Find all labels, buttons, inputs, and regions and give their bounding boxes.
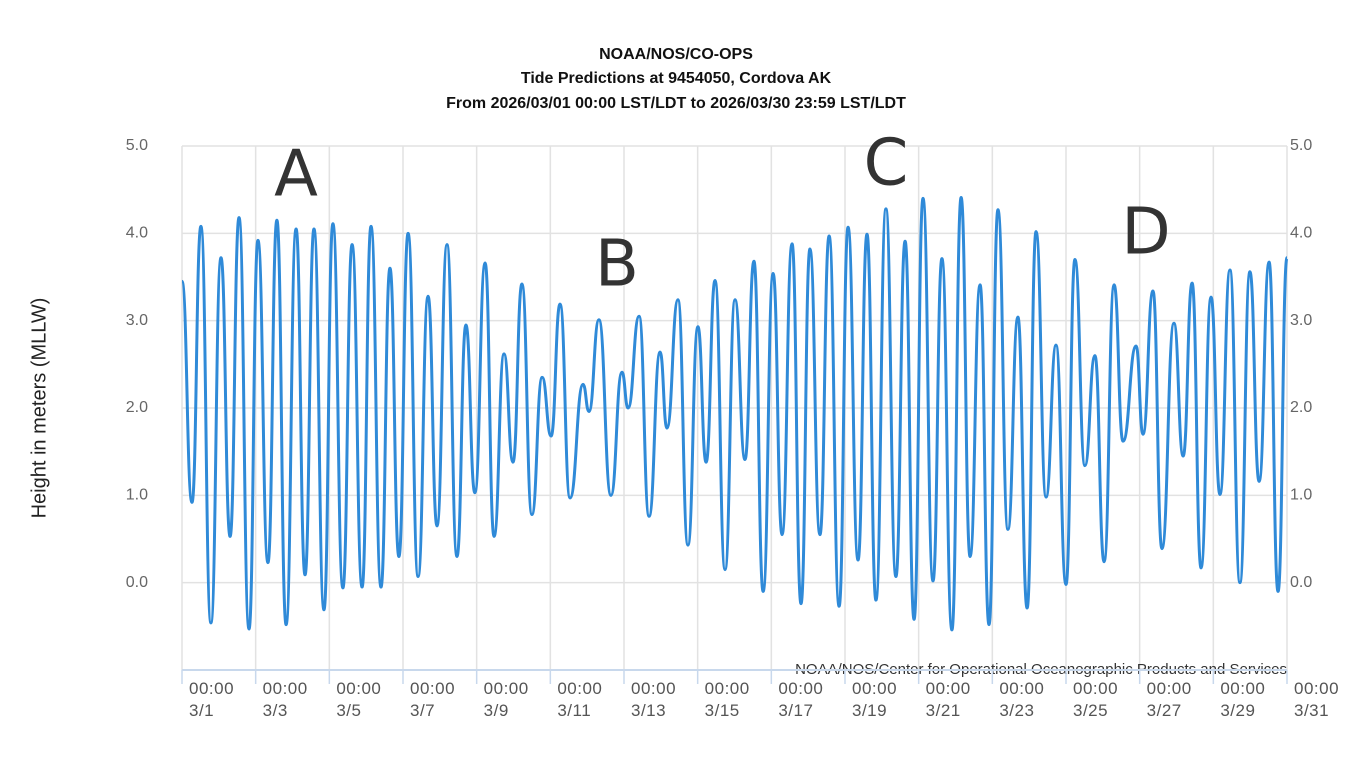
- x-tick-label: 00:00 3/15: [704, 679, 750, 720]
- x-tick-label: 00:00 3/27: [1146, 679, 1192, 720]
- x-tick-label: 00:00 3/23: [999, 679, 1045, 720]
- x-tick-label: 00:00 3/25: [1073, 679, 1119, 720]
- x-tick-label: 00:00 3/17: [778, 679, 824, 720]
- y2-tick-label: 1.0: [1290, 487, 1312, 504]
- x-tick-label: 00:00 3/29: [1220, 679, 1266, 720]
- x-tick-label: 00:00 3/5: [336, 679, 382, 720]
- chart-title: Tide Predictions at 9454050, Cordova AK: [521, 70, 832, 87]
- y2-tick-label: 3.0: [1290, 312, 1312, 329]
- x-tick-label: 00:00 3/19: [852, 679, 898, 720]
- y-tick-label: 2.0: [126, 399, 148, 416]
- y-tick-label: 1.0: [126, 487, 148, 504]
- y-tick-label: 5.0: [126, 137, 148, 154]
- y-tick-label: 4.0: [126, 225, 148, 242]
- x-tick-label: 00:00 3/7: [410, 679, 456, 720]
- annotation: C: [864, 127, 909, 201]
- x-tick-label: 00:00 3/21: [925, 679, 971, 720]
- annotation: A: [274, 138, 318, 212]
- x-tick-label: 00:00 3/31: [1294, 679, 1340, 720]
- y2-tick-label: 0.0: [1290, 574, 1312, 591]
- y-tick-label: 3.0: [126, 312, 148, 329]
- y2-tick-label: 4.0: [1290, 225, 1312, 242]
- y-axis-title: Height in meters (MLLW): [28, 298, 50, 519]
- annotation: B: [595, 228, 639, 302]
- x-tick-label: 00:00 3/9: [483, 679, 529, 720]
- y2-tick-label: 2.0: [1290, 399, 1312, 416]
- x-tick-label: 00:00 3/1: [189, 679, 235, 720]
- y-tick-label: 0.0: [126, 574, 148, 591]
- chart-title: From 2026/03/01 00:00 LST/LDT to 2026/03…: [446, 95, 906, 112]
- y2-tick-label: 5.0: [1290, 137, 1312, 154]
- annotation: D: [1121, 196, 1170, 270]
- tide-line: [180, 196, 1289, 632]
- x-tick-label: 00:00 3/13: [631, 679, 677, 720]
- chart-title: NOAA/NOS/CO-OPS: [599, 46, 753, 63]
- x-tick-label: 00:00 3/11: [557, 679, 603, 720]
- x-tick-label: 00:00 3/3: [262, 679, 308, 720]
